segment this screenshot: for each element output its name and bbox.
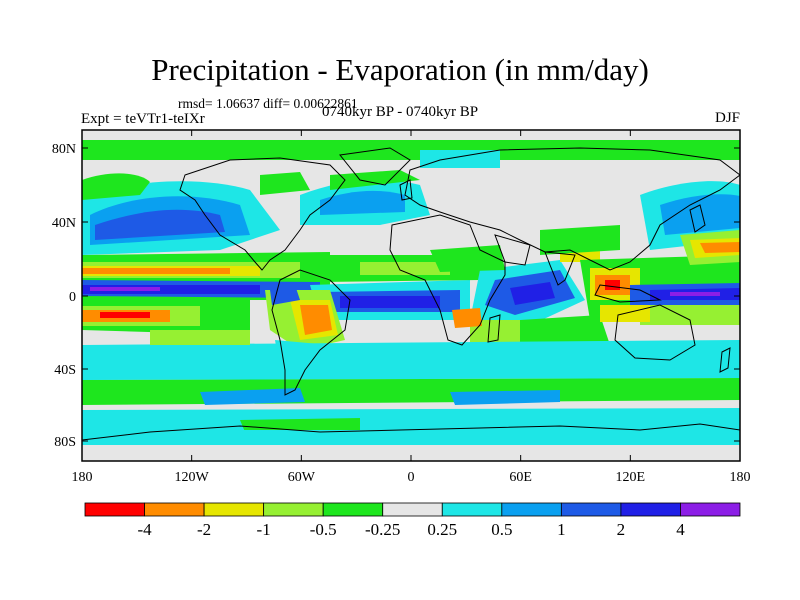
field-patch bbox=[660, 194, 740, 235]
map-panel bbox=[81, 129, 741, 462]
colorbar-swatch bbox=[263, 502, 324, 517]
colorbar-swatch bbox=[144, 502, 205, 517]
colorbar-label: -0.5 bbox=[310, 520, 337, 539]
coastline-new-zealand bbox=[719, 347, 731, 373]
coastline-indonesia bbox=[594, 284, 662, 303]
colorbar-label: 4 bbox=[676, 520, 685, 539]
lon-tick-label: 120E bbox=[616, 470, 646, 485]
lat-tick-label: 80S bbox=[54, 435, 76, 450]
lon-tick-label: 60W bbox=[288, 470, 316, 485]
colorbar-swatch bbox=[441, 502, 503, 517]
colorbar-swatch bbox=[620, 502, 681, 517]
field-patch bbox=[260, 172, 310, 195]
field-patch bbox=[300, 305, 332, 335]
coastline-australia bbox=[614, 304, 696, 361]
lon-tick-label: 180 bbox=[72, 470, 93, 485]
colorbar-swatch bbox=[560, 502, 622, 517]
field-patch bbox=[100, 312, 150, 318]
lat-tick-label: 40N bbox=[52, 216, 76, 231]
field-patch bbox=[150, 330, 250, 345]
field-patch bbox=[340, 296, 440, 308]
coastline-south-america bbox=[271, 269, 351, 396]
chart-title: Precipitation - Evaporation (in mm/day) bbox=[151, 52, 649, 87]
field-patch bbox=[430, 245, 505, 272]
coastline-japan bbox=[689, 204, 706, 233]
lon-tick-label: 60E bbox=[509, 470, 532, 485]
coastline-north-america bbox=[179, 157, 346, 271]
coastline-eurasia bbox=[404, 147, 740, 271]
field-patch bbox=[670, 292, 720, 296]
field-patch bbox=[640, 305, 740, 325]
colorbar-label: -0.25 bbox=[365, 520, 400, 539]
lat-tick-label: 80N bbox=[52, 142, 76, 157]
coastline-uk bbox=[399, 179, 413, 201]
field-patch bbox=[200, 388, 305, 405]
lon-tick-label: 180 bbox=[730, 470, 751, 485]
experiment-label: Expt = teVTr1-teIXr bbox=[81, 111, 205, 127]
colorbar-swatch bbox=[680, 502, 741, 517]
coastline-india bbox=[544, 251, 576, 286]
colorbar-label: -4 bbox=[137, 520, 152, 539]
colorbar-label: 0.5 bbox=[491, 520, 512, 539]
field-patch bbox=[82, 340, 740, 380]
field-patch bbox=[360, 262, 450, 275]
field-patch bbox=[90, 287, 160, 291]
colorbar-swatch bbox=[203, 502, 265, 517]
field-patch bbox=[320, 190, 405, 215]
lat-tick-label: 40S bbox=[54, 363, 76, 378]
coastline-africa bbox=[389, 214, 506, 346]
field-patch bbox=[82, 173, 150, 200]
field-patch bbox=[330, 170, 420, 190]
field-patch bbox=[95, 209, 225, 240]
lon-tick-label: 0 bbox=[408, 470, 415, 485]
colorbar-swatch bbox=[501, 502, 562, 517]
colorbar-swatch bbox=[84, 502, 145, 517]
colorbar-label: 2 bbox=[617, 520, 626, 539]
field-patch bbox=[82, 268, 230, 274]
coastline-antarctica bbox=[82, 423, 740, 441]
field-patch bbox=[82, 430, 740, 445]
coastlines bbox=[82, 147, 740, 441]
stats-line: rmsd= 1.06637 diff= 0.00622861 bbox=[178, 96, 358, 111]
field-patch bbox=[540, 225, 620, 255]
colorbar-label: 0.25 bbox=[427, 520, 457, 539]
colorbar-label: -1 bbox=[257, 520, 271, 539]
field-patch bbox=[450, 390, 560, 405]
coastline-arabia bbox=[494, 234, 531, 266]
latitude-axis: 80N 40N 0 40S 80S bbox=[52, 142, 740, 450]
colorbar-label: 1 bbox=[557, 520, 566, 539]
coastline-greenland bbox=[339, 147, 411, 186]
field-patch bbox=[452, 308, 482, 328]
field-patch bbox=[605, 280, 620, 290]
field-patch bbox=[240, 418, 360, 432]
lat-tick-label: 0 bbox=[69, 290, 76, 305]
field-patch bbox=[510, 282, 555, 305]
colorbar-swatch bbox=[382, 502, 443, 517]
season-label: DJF bbox=[714, 110, 740, 126]
colorbar-swatch bbox=[322, 502, 384, 517]
field-patch bbox=[420, 150, 500, 168]
colorbar: -4 -2 -1 -0.5 -0.25 0.25 0.5 1 2 4 bbox=[84, 502, 741, 539]
period-label: 0740kyr BP - 0740kyr BP bbox=[322, 104, 479, 120]
field-patch bbox=[82, 140, 740, 160]
lon-tick-label: 120W bbox=[175, 470, 210, 485]
field-patch bbox=[700, 242, 740, 253]
coastline-madagascar bbox=[487, 314, 501, 343]
colorbar-label: -2 bbox=[197, 520, 211, 539]
longitude-axis: 180 120W 60W 0 60E 120E 180 bbox=[72, 130, 751, 485]
field-patch bbox=[470, 320, 520, 345]
